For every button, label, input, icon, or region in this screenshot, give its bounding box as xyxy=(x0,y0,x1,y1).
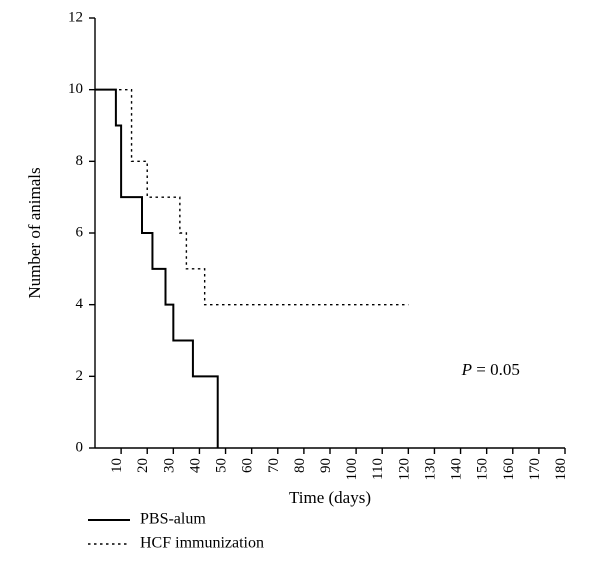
p-value: P = 0.05 xyxy=(461,360,520,379)
x-tick-label: 40 xyxy=(187,458,203,473)
y-axis-label: Number of animals xyxy=(25,167,44,298)
survival-chart: 0 2 4 6 8 10 12 10 20 30 40 50 60 70 80 90 100 110 120 130 1… xyxy=(0,0,600,575)
x-tick-label: 30 xyxy=(161,458,177,473)
legend-label-0: PBS-alum xyxy=(140,511,206,528)
x-tick-label: 100 xyxy=(344,458,360,481)
y-tick-label: 12 xyxy=(68,9,83,25)
x-tick-label: 140 xyxy=(449,458,465,481)
x-tick-label: 130 xyxy=(422,458,438,481)
x-tick-label: 170 xyxy=(527,458,543,481)
x-tick-label: 70 xyxy=(266,458,282,473)
x-tick-label: 150 xyxy=(475,458,491,481)
y-tick-label: 0 xyxy=(76,439,84,455)
x-tick-label: 110 xyxy=(370,458,386,480)
y-tick-label: 4 xyxy=(76,296,84,312)
x-tick-label: 10 xyxy=(109,458,125,473)
y-tick-label: 6 xyxy=(76,224,84,240)
x-tick-label: 90 xyxy=(318,458,334,473)
x-tick-label: 180 xyxy=(553,458,569,481)
y-tick-label: 2 xyxy=(76,368,84,384)
legend-label-1: HCF immunization xyxy=(140,535,264,552)
x-tick-label: 60 xyxy=(240,458,256,473)
y-tick-label: 8 xyxy=(76,153,84,169)
x-tick-label: 50 xyxy=(214,458,230,473)
x-tick-label: 80 xyxy=(292,458,308,473)
x-axis-label: Time (days) xyxy=(289,488,371,507)
x-tick-label: 120 xyxy=(396,458,412,481)
x-tick-label: 160 xyxy=(501,458,517,481)
x-tick-label: 20 xyxy=(135,458,151,473)
chart-svg: 0 2 4 6 8 10 12 10 20 30 40 50 60 70 80 90 100 110 120 130 1… xyxy=(0,0,600,575)
y-tick-label: 10 xyxy=(68,81,83,97)
